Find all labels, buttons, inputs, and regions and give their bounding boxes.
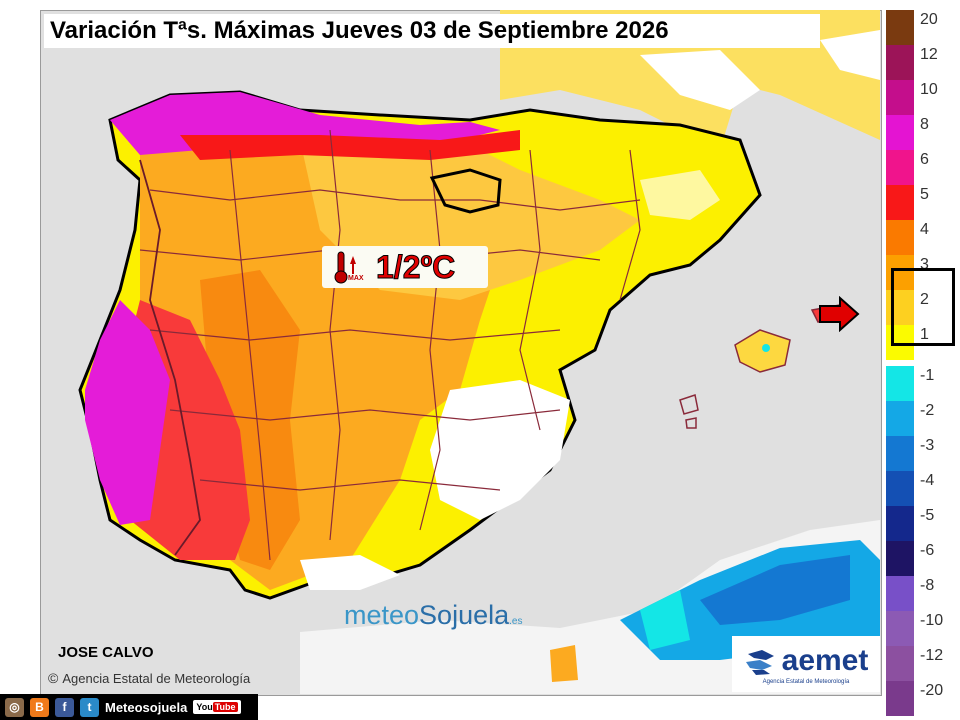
- temperature-map: [78, 10, 880, 694]
- legend-swatch-neg-3: [886, 471, 914, 506]
- legend-label-neg-7: -10: [920, 612, 944, 629]
- legend-label-pos-9: 1: [920, 326, 929, 343]
- legend-swatch-neg-1: [886, 401, 914, 436]
- zone-africa-light: [640, 590, 690, 650]
- agency-credit: © Agencia Estatal de Meteorología: [48, 670, 250, 686]
- zone-white-coast: [300, 555, 400, 590]
- blogger-icon[interactable]: B: [30, 697, 49, 717]
- legend-label-neg-5: -6: [920, 542, 935, 559]
- legend-swatch-pos-4: [886, 150, 914, 185]
- tuenti-icon[interactable]: t: [80, 697, 99, 717]
- legend-label-pos-1: 12: [920, 46, 938, 63]
- legend-label-neg-8: -12: [920, 647, 944, 664]
- zone-africa-warm: [550, 645, 578, 682]
- legend-swatch-neg-7: [886, 611, 914, 646]
- aemet-swirl-icon: [745, 649, 774, 675]
- zone-white-east: [640, 170, 720, 220]
- legend-highlight-box: [891, 268, 955, 346]
- portugal-border: [139, 159, 201, 556]
- island-mallorca: [734, 329, 791, 373]
- legend-swatch-pos-7: [886, 255, 914, 290]
- legend-label-pos-6: 4: [920, 221, 929, 238]
- island-mallorca-cool-spot: [762, 344, 770, 352]
- legend-label-pos-3: 8: [920, 116, 929, 133]
- meteosojuela-watermark: meteoSojuela.es: [344, 600, 523, 630]
- variation-value: 1/2ºC: [375, 248, 456, 285]
- social-bar: ◎ B f t Meteosojuela You Tube: [0, 694, 258, 720]
- zone-red-north: [180, 130, 520, 160]
- land-north-white: [640, 50, 760, 110]
- la-rioja-outline: [429, 168, 502, 214]
- legend-swatch-neg-8: [886, 646, 914, 681]
- legend-label-pos-8: 2: [920, 291, 929, 308]
- legend-swatch-pos-8: [886, 290, 914, 325]
- variation-badge: MAX 1/2ºC: [322, 246, 488, 288]
- legend-label-pos-0: 20: [920, 11, 938, 28]
- legend-swatch-pos-1: [886, 45, 914, 80]
- social-name: Meteosojuela: [105, 699, 188, 715]
- legend-swatch-neg-0: [886, 366, 914, 401]
- legend-label-neg-6: -8: [920, 577, 935, 594]
- legend-swatch-neg-4: [886, 506, 914, 541]
- facebook-icon[interactable]: f: [55, 697, 74, 717]
- instagram-icon[interactable]: ◎: [5, 697, 24, 717]
- legend-swatch-pos-2: [886, 80, 914, 115]
- legend-label-pos-7: 3: [920, 256, 929, 273]
- legend-label-pos-2: 10: [920, 81, 938, 98]
- legend-swatch-neg-6: [886, 576, 914, 611]
- agency-name: Agencia Estatal de Meteorología: [62, 670, 251, 686]
- legend-swatch-pos-0: [886, 10, 914, 45]
- max-label: MAX: [348, 275, 364, 282]
- legend-label-neg-3: -4: [920, 472, 935, 489]
- author-credit: JOSE CALVO: [58, 644, 154, 661]
- legend-swatch-pos-9: [886, 325, 914, 360]
- legend-swatch-neg-2: [886, 436, 914, 471]
- legend-label-pos-5: 5: [920, 186, 929, 203]
- zone-white-south: [430, 380, 570, 520]
- zone-africa-coolest: [700, 555, 850, 625]
- region-borders: [139, 129, 641, 561]
- legend-label-neg-2: -3: [920, 437, 935, 454]
- legend-label-neg-9: -20: [920, 682, 944, 699]
- legend-label-neg-1: -2: [920, 402, 935, 419]
- thermometer-up-icon: MAX: [322, 246, 376, 288]
- land-northeast-white: [820, 30, 880, 80]
- legend-label-neg-4: -5: [920, 507, 935, 524]
- legend-label-neg-0: -1: [920, 367, 935, 384]
- red-arrow-icon: [819, 296, 860, 332]
- island-ibiza: [679, 394, 699, 415]
- youtube-icon[interactable]: You Tube: [193, 700, 241, 714]
- legend-swatch-pos-6: [886, 220, 914, 255]
- legend-swatch-pos-5: [886, 185, 914, 220]
- island-formentera: [685, 417, 697, 429]
- color-legend: 20 12 10 8 6 5 4 3 2 1 -1 -2 -3 -4 -5 -6 -8 -10 -12 -20: [886, 8, 960, 716]
- copyright-icon: ©: [48, 670, 59, 686]
- legend-swatch-neg-5: [886, 541, 914, 576]
- legend-swatch-neg-9: [886, 681, 914, 716]
- map-title: Variación Tªs. Máximas Jueves 03 de Sept…: [44, 14, 820, 48]
- legend-label-pos-4: 6: [920, 151, 929, 168]
- zone-magenta-coast: [85, 300, 170, 525]
- aemet-logo: aemet Agencia Estatal de Meteorología: [732, 636, 880, 692]
- legend-swatch-pos-3: [886, 115, 914, 150]
